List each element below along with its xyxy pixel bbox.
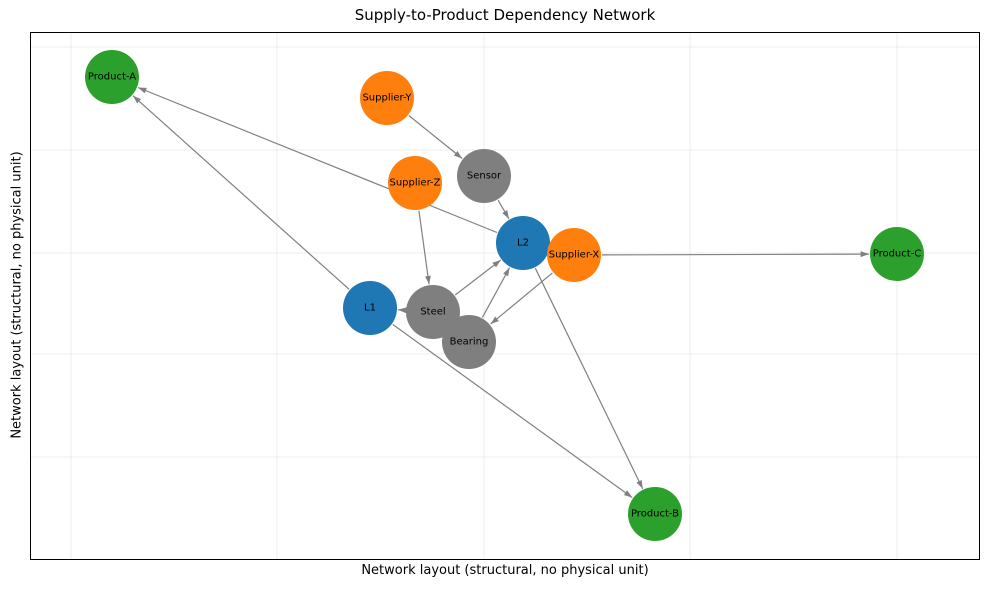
- node-l1: L1: [343, 281, 397, 335]
- node-circle: [388, 156, 442, 210]
- node-circle: [85, 50, 139, 104]
- node-supplier-y: Supplier-Y: [360, 71, 414, 125]
- node-label: Sensor: [467, 171, 502, 182]
- edge-supplier-x-to-bearing: [490, 272, 553, 325]
- edge-supplier-x-to-product-c: [601, 251, 870, 258]
- node-product-c: Product-C: [870, 227, 924, 281]
- node-label: Supplier-Y: [362, 93, 412, 104]
- grid-lines: [31, 33, 979, 559]
- node-label: Steel: [420, 307, 445, 318]
- edges: [132, 86, 870, 499]
- node-circle: [442, 315, 496, 369]
- node-steel: Steel: [406, 285, 460, 339]
- edge-supplier-z-to-steel: [418, 210, 431, 285]
- node-sensor: Sensor: [457, 149, 511, 203]
- edge-l1-to-product-b: [392, 323, 633, 499]
- plot-frame: [30, 32, 980, 560]
- edge-supplier-y-to-sensor: [408, 115, 463, 159]
- chart-title: Supply-to-Product Dependency Network: [354, 6, 656, 24]
- node-product-a: Product-A: [85, 50, 139, 104]
- node-label: L2: [517, 238, 529, 249]
- node-circle: [457, 149, 511, 203]
- node-circle: [547, 228, 601, 282]
- node-l2: L2: [496, 216, 550, 270]
- node-label: Product-C: [873, 249, 922, 260]
- node-circle: [406, 285, 460, 339]
- edge-sensor-to-l2: [497, 199, 510, 220]
- node-circle: [870, 227, 924, 281]
- node-bearing: Bearing: [442, 315, 496, 369]
- node-circle: [360, 71, 414, 125]
- x-axis-label: Network layout (structural, no physical …: [361, 563, 649, 578]
- node-circle: [496, 216, 550, 270]
- node-supplier-z: Supplier-Z: [388, 156, 442, 210]
- node-supplier-x: Supplier-X: [547, 228, 601, 282]
- node-circle: [343, 281, 397, 335]
- node-product-b: Product-B: [628, 487, 682, 541]
- node-label: Bearing: [450, 337, 489, 348]
- y-axis-label: Network layout (structural, no physical …: [9, 151, 25, 439]
- node-circle: [628, 487, 682, 541]
- node-label: Product-A: [88, 72, 136, 83]
- node-label: Product-B: [631, 509, 679, 520]
- node-label: Supplier-X: [549, 250, 600, 261]
- edge-bearing-to-l2: [481, 267, 511, 318]
- edge-l1-to-product-a: [132, 95, 350, 290]
- node-label: Supplier-Z: [389, 178, 440, 189]
- edge-l2-to-product-a: [137, 86, 498, 234]
- node-label: L1: [364, 303, 376, 314]
- nodes: Product-A Supplier-Y Supplier-Z Sensor L2 Sup…: [85, 50, 924, 541]
- edge-l2-to-product-b: [534, 267, 644, 490]
- edge-steel-to-l2: [454, 259, 502, 296]
